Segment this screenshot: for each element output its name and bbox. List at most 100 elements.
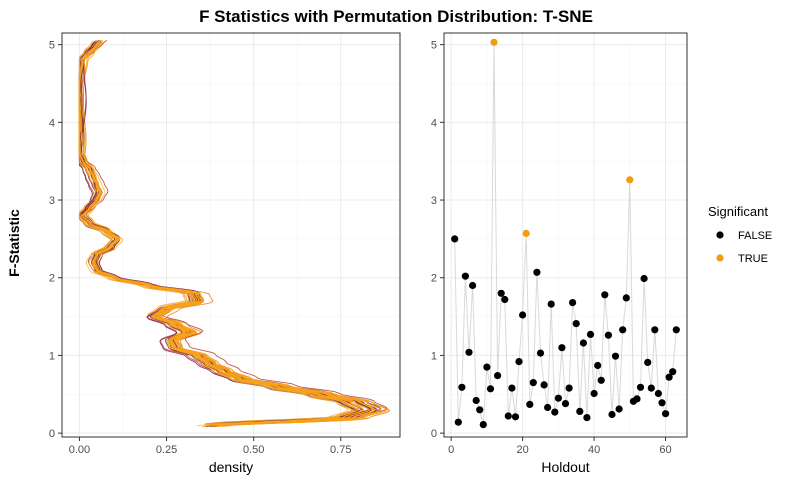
right-x-tick-label: 0 bbox=[448, 444, 454, 456]
point-not-significant bbox=[669, 368, 677, 376]
point-not-significant bbox=[554, 394, 563, 402]
legend-key-true bbox=[716, 254, 724, 262]
density-curve bbox=[78, 40, 355, 425]
point-not-significant bbox=[662, 410, 670, 418]
point-not-significant bbox=[572, 320, 580, 328]
point-not-significant bbox=[497, 289, 505, 297]
left-x-tick-label: 0.25 bbox=[156, 444, 177, 456]
chart-title: F Statistics with Permutation Distributi… bbox=[199, 7, 593, 26]
point-not-significant bbox=[476, 406, 484, 414]
point-not-significant bbox=[651, 326, 659, 334]
y-axis-label: F-Statistic bbox=[6, 209, 22, 277]
point-not-significant bbox=[590, 389, 598, 398]
scatter-panel: 0 1 2 3 4 5 0 20 40 60 Holdout bbox=[431, 32, 688, 475]
legend-title: Significant bbox=[708, 204, 768, 219]
point-not-significant bbox=[483, 363, 491, 371]
right-x-tick-label: 20 bbox=[516, 444, 528, 456]
point-not-significant bbox=[451, 235, 459, 243]
point-not-significant bbox=[640, 274, 648, 283]
point-not-significant bbox=[519, 311, 527, 319]
point-not-significant bbox=[579, 339, 588, 347]
point-significant bbox=[626, 176, 634, 184]
point-not-significant bbox=[533, 268, 541, 276]
point-not-significant bbox=[454, 418, 462, 426]
point-not-significant bbox=[472, 396, 480, 405]
point-not-significant bbox=[551, 408, 559, 416]
left-x-axis-label: density bbox=[209, 459, 253, 475]
point-significant bbox=[490, 38, 498, 46]
point-not-significant bbox=[622, 294, 630, 302]
point-significant bbox=[522, 229, 530, 237]
left-y-tick-label: 4 bbox=[49, 117, 55, 129]
right-y-tick-label: 1 bbox=[431, 350, 437, 362]
point-not-significant bbox=[536, 349, 545, 357]
left-y-tick-label: 5 bbox=[49, 40, 55, 52]
point-not-significant bbox=[561, 400, 570, 408]
point-not-significant bbox=[515, 358, 523, 366]
legend-label-true: TRUE bbox=[738, 253, 768, 265]
point-not-significant bbox=[569, 299, 577, 307]
density-curve bbox=[78, 41, 388, 426]
point-not-significant bbox=[644, 358, 652, 366]
right-y-tick-label: 3 bbox=[431, 195, 437, 207]
point-not-significant bbox=[611, 352, 620, 360]
point-not-significant bbox=[508, 384, 516, 392]
right-y-tick-label: 0 bbox=[431, 428, 437, 440]
point-not-significant bbox=[458, 383, 466, 391]
right-panel-border bbox=[443, 32, 688, 438]
left-panel-border bbox=[61, 32, 401, 438]
point-not-significant bbox=[586, 330, 595, 338]
right-panel-background bbox=[444, 33, 687, 437]
left-y-tick-label: 2 bbox=[49, 273, 55, 285]
point-not-significant bbox=[465, 348, 473, 356]
legend: Significant FALSE TRUE bbox=[708, 204, 772, 265]
point-not-significant bbox=[633, 395, 641, 403]
point-not-significant bbox=[511, 413, 520, 421]
left-y-tick-label: 3 bbox=[49, 195, 55, 207]
right-x-tick-label: 60 bbox=[659, 444, 671, 456]
points bbox=[451, 38, 680, 429]
point-not-significant bbox=[665, 373, 673, 381]
point-not-significant bbox=[565, 384, 573, 392]
point-not-significant bbox=[461, 272, 469, 280]
point-not-significant bbox=[494, 372, 502, 380]
point-not-significant bbox=[594, 361, 602, 370]
point-not-significant bbox=[526, 400, 534, 408]
point-not-significant bbox=[583, 414, 591, 422]
point-not-significant bbox=[608, 410, 616, 419]
left-y-tick-label: 0 bbox=[49, 428, 55, 440]
density-curves bbox=[78, 39, 391, 428]
point-not-significant bbox=[504, 412, 512, 420]
point-not-significant bbox=[601, 291, 609, 299]
point-not-significant bbox=[647, 384, 655, 392]
density-panel: 0 1 2 3 4 5 0.00 0.25 0.50 0.75 density bbox=[49, 32, 401, 475]
right-y-tick-label: 2 bbox=[431, 273, 437, 285]
point-not-significant bbox=[576, 407, 584, 415]
point-not-significant bbox=[479, 421, 487, 429]
right-y-tick-label: 4 bbox=[431, 117, 437, 129]
right-y-tick-label: 5 bbox=[431, 40, 437, 52]
point-not-significant bbox=[529, 379, 537, 387]
left-x-tick-label: 0.75 bbox=[330, 444, 351, 456]
point-not-significant bbox=[604, 331, 613, 339]
point-not-significant bbox=[597, 376, 605, 384]
legend-key-false bbox=[716, 231, 724, 239]
point-not-significant bbox=[558, 344, 566, 352]
left-x-tick-label: 0.00 bbox=[69, 444, 90, 456]
point-not-significant bbox=[544, 403, 552, 412]
point-not-significant bbox=[540, 381, 548, 389]
left-y-tick-label: 1 bbox=[49, 350, 55, 362]
legend-label-false: FALSE bbox=[738, 230, 772, 242]
point-not-significant bbox=[469, 281, 477, 290]
point-not-significant bbox=[654, 389, 663, 398]
point-not-significant bbox=[619, 326, 627, 334]
right-x-axis-label: Holdout bbox=[541, 459, 589, 475]
point-not-significant bbox=[501, 295, 509, 304]
point-not-significant bbox=[636, 383, 645, 391]
right-x-tick-label: 40 bbox=[588, 444, 600, 456]
point-not-significant bbox=[672, 326, 680, 334]
point-not-significant bbox=[547, 300, 555, 308]
point-not-significant bbox=[486, 385, 495, 393]
point-not-significant bbox=[615, 405, 623, 413]
